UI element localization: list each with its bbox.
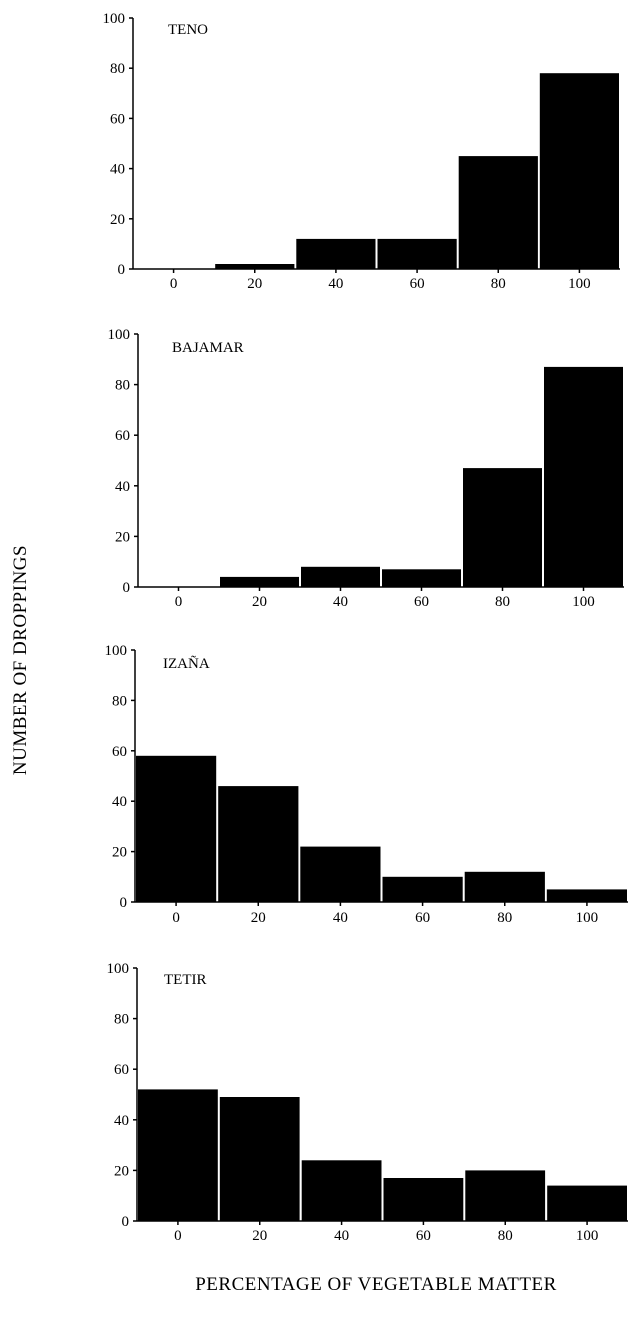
y-tick-label: 0 — [123, 580, 131, 596]
x-tick-label: 60 — [410, 276, 425, 292]
bar-100 — [539, 73, 619, 269]
x-tick-label: 20 — [247, 276, 262, 292]
bar-80 — [464, 871, 545, 902]
bar-20 — [215, 264, 295, 269]
y-tick-label: 100 — [103, 11, 126, 27]
bar-100 — [546, 889, 627, 902]
bar-20 — [218, 786, 299, 902]
panel-title: TETIR — [164, 972, 207, 988]
bar-20 — [219, 1097, 300, 1221]
y-tick-label: 60 — [112, 744, 127, 760]
x-tick-label: 80 — [497, 910, 512, 926]
panel-title: BAJAMAR — [172, 340, 244, 356]
y-tick-label: 60 — [114, 1062, 129, 1078]
x-tick-label: 0 — [174, 1228, 182, 1244]
bar-40 — [301, 566, 380, 587]
bar-60 — [382, 569, 461, 587]
x-tick-label: 0 — [172, 910, 180, 926]
x-tick-label: 80 — [491, 276, 506, 292]
y-axis-title: NUMBER OF DROPPINGS — [10, 545, 31, 775]
bar-0 — [138, 1089, 218, 1221]
y-tick-label: 80 — [114, 1012, 129, 1028]
x-tick-label: 40 — [328, 276, 343, 292]
x-axis-title: PERCENTAGE OF VEGETABLE MATTER — [195, 1274, 557, 1295]
x-tick-label: 20 — [252, 594, 267, 610]
x-tick-label: 0 — [170, 276, 178, 292]
x-tick-label: 100 — [576, 1228, 599, 1244]
panels: 0 20 40 60 80 100 0 20 40 60 80 100 TENO 0 20 40 60 80 100… — [103, 11, 628, 1244]
y-tick-label: 0 — [120, 895, 128, 911]
x-tick-label: 20 — [251, 910, 266, 926]
y-tick-label: 40 — [114, 1113, 129, 1129]
panel-iza-a: 0 20 40 60 80 100 0 20 40 60 80 100 IZAÑA — [105, 643, 628, 926]
y-tick-label: 0 — [118, 262, 126, 278]
y-tick-label: 20 — [110, 212, 125, 228]
bar-60 — [383, 1178, 464, 1221]
bar-40 — [301, 1160, 382, 1221]
y-tick-label: 20 — [115, 529, 130, 545]
y-tick-label: 80 — [110, 61, 125, 77]
x-tick-label: 60 — [415, 910, 430, 926]
x-tick-label: 100 — [572, 594, 595, 610]
panel-bajamar: 0 20 40 60 80 100 0 20 40 60 80 100 BAJAMAR — [108, 327, 624, 610]
y-tick-label: 40 — [115, 479, 130, 495]
bar-80 — [465, 1170, 546, 1221]
y-tick-label: 60 — [115, 428, 130, 444]
bar-80 — [458, 156, 538, 269]
y-tick-label: 0 — [122, 1214, 130, 1230]
bar-100 — [547, 1185, 627, 1221]
bar-20 — [220, 576, 299, 587]
x-tick-label: 40 — [334, 1228, 349, 1244]
bar-60 — [377, 238, 457, 269]
y-tick-label: 100 — [107, 961, 130, 977]
bar-100 — [544, 366, 623, 587]
x-tick-label: 20 — [252, 1228, 267, 1244]
bar-0 — [136, 755, 217, 902]
panel-teno: 0 20 40 60 80 100 0 20 40 60 80 100 TENO — [103, 11, 620, 292]
y-tick-label: 40 — [112, 794, 127, 810]
x-tick-label: 60 — [414, 594, 429, 610]
y-tick-label: 20 — [112, 845, 127, 861]
y-tick-label: 20 — [114, 1163, 129, 1179]
x-tick-label: 100 — [568, 276, 591, 292]
bar-80 — [463, 468, 542, 587]
y-tick-label: 80 — [115, 378, 130, 394]
bar-40 — [296, 238, 376, 269]
panel-title: IZAÑA — [163, 656, 210, 672]
x-tick-label: 0 — [175, 594, 183, 610]
panel-title: TENO — [168, 22, 208, 38]
x-tick-label: 40 — [333, 910, 348, 926]
y-tick-label: 100 — [105, 643, 128, 659]
y-tick-label: 60 — [110, 111, 125, 127]
bar-60 — [382, 876, 463, 902]
x-tick-label: 100 — [576, 910, 599, 926]
x-tick-label: 80 — [498, 1228, 513, 1244]
y-tick-label: 100 — [108, 327, 131, 343]
y-tick-label: 40 — [110, 162, 125, 178]
x-tick-label: 80 — [495, 594, 510, 610]
x-tick-label: 40 — [333, 594, 348, 610]
x-tick-label: 60 — [416, 1228, 431, 1244]
panel-tetir: 0 20 40 60 80 100 0 20 40 60 80 100 TETIR — [107, 961, 628, 1244]
bar-40 — [300, 846, 381, 902]
y-tick-label: 80 — [112, 693, 127, 709]
